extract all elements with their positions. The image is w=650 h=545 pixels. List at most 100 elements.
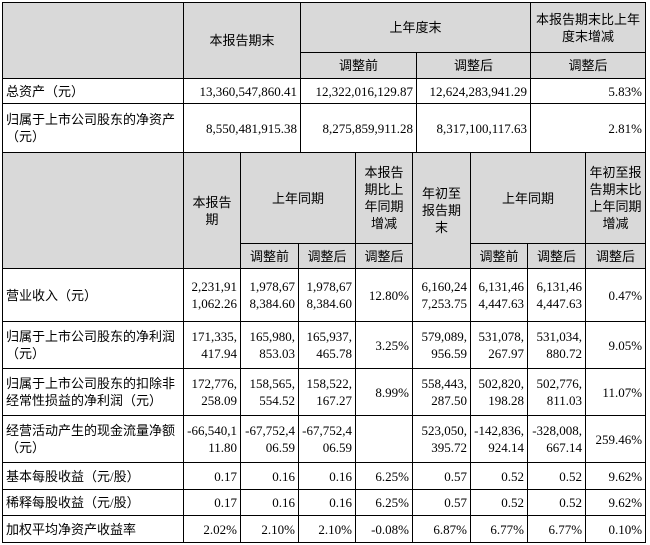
- value-cell: -328,008,667.14: [527, 415, 587, 463]
- value-cell: 0.10%: [585, 515, 647, 543]
- value-cell: -142,836,924.14: [470, 415, 529, 463]
- value-cell: 2.10%: [297, 515, 357, 543]
- header-cell: [2, 2, 184, 79]
- value-cell: 8,317,100,117.63: [415, 103, 532, 153]
- header-row: 调整前 调整后 调整后 调整前 调整后 调整后: [3, 243, 647, 269]
- value-cell: 11.07%: [585, 368, 647, 416]
- row-label: 营业收入（元）: [2, 268, 184, 322]
- value-cell: 0.47%: [585, 268, 647, 322]
- row-label: 归属于上市公司股东的净利润（元）: [2, 321, 184, 369]
- value-cell: 579,089,956.59: [412, 321, 472, 369]
- value-cell: 158,565,554.52: [240, 368, 299, 416]
- value-cell: 6,160,247,253.75: [412, 268, 472, 322]
- header-row: 调整前 调整后 调整后: [3, 52, 647, 79]
- header-cell: 本报告期末: [183, 2, 301, 79]
- value-cell: 6.25%: [355, 462, 414, 490]
- value-cell: 0.52: [470, 462, 529, 490]
- value-cell: 0.17: [183, 462, 241, 490]
- row-label: 归属于上市公司股东的净资产（元）: [2, 103, 184, 153]
- value-cell: -67,752,406.59: [297, 415, 357, 463]
- balance-table: 本报告期末 上年度末 本报告期末比上年度末增减 调整前 调整后 调整后 总资产（元） 13,3…: [2, 2, 647, 153]
- value-cell: 2.02%: [183, 515, 241, 543]
- row-label: 总资产（元）: [2, 78, 184, 104]
- header-cell: 调整前: [300, 52, 417, 79]
- header-cell: 本报告期: [183, 152, 241, 269]
- value-cell: 558,443,287.50: [412, 368, 472, 416]
- value-cell: 0.52: [527, 462, 587, 490]
- income-table: 本报告期 上年同期 本报告期比上年同期增减 年初至报告期末 上年同期 年初至报告期末比上年…: [2, 152, 647, 543]
- value-cell: -67,752,406.59: [240, 415, 299, 463]
- data-row: 经营活动产生的现金流量净额（元） -66,540,111.80 -67,752,40…: [2, 415, 647, 463]
- header-cell: 上年同期: [470, 152, 587, 244]
- header-cell: 本报告期比上年同期增减: [355, 152, 414, 244]
- value-cell: 0.57: [412, 462, 472, 490]
- data-row: 总资产（元） 13,360,547,860.41 12,322,016,129.87…: [2, 78, 647, 104]
- value-cell: 165,937,465.78: [297, 321, 357, 369]
- value-cell: 531,034,880.72: [527, 321, 587, 369]
- value-cell: 2.81%: [530, 103, 647, 153]
- data-row: 归属于上市公司股东的净资产（元） 8,550,481,915.38 8,275,85…: [2, 103, 647, 153]
- value-cell: 6,131,464,447.63: [470, 268, 529, 322]
- value-cell: 502,776,811.03: [527, 368, 587, 416]
- value-cell: 0.52: [470, 489, 529, 516]
- value-cell: 12,322,016,129.87: [300, 78, 417, 104]
- value-cell: 12.80%: [355, 268, 414, 322]
- value-cell: 8,550,481,915.38: [183, 103, 301, 153]
- header-cell: 调整后: [585, 243, 647, 269]
- header-row: 本报告期 上年同期 本报告期比上年同期增减 年初至报告期末 上年同期 年初至报告期末比上年…: [2, 152, 647, 269]
- data-row: 加权平均净资产收益率 2.02% 2.10% 2.10% -0.08% 6.87% 6.77…: [2, 515, 647, 543]
- value-cell: 9.05%: [585, 321, 647, 369]
- value-cell: 12,624,283,941.29: [415, 78, 532, 104]
- header-cell: 本报告期末比上年度末增减: [530, 2, 647, 53]
- value-cell: 2,231,911,062.26: [183, 268, 241, 322]
- header-cell: 调整后: [415, 52, 532, 79]
- value-cell: 6.77%: [527, 515, 587, 543]
- row-label: 归属于上市公司股东的扣除非经常性损益的净利润（元）: [2, 368, 184, 416]
- value-cell: 9.62%: [585, 489, 647, 516]
- data-row: 基本每股收益（元/股） 0.17 0.16 0.16 6.25% 0.57 0.52 0.52…: [2, 462, 647, 490]
- value-cell: 502,820,198.28: [470, 368, 529, 416]
- value-cell: 6.25%: [355, 489, 414, 516]
- value-cell: 1,978,678,384.60: [297, 268, 357, 322]
- value-cell: 5.83%: [530, 78, 647, 104]
- header-cell: 调整前: [240, 243, 299, 269]
- row-label: 稀释每股收益（元/股）: [2, 489, 184, 516]
- row-label: 加权平均净资产收益率: [2, 515, 184, 543]
- value-cell: 3.25%: [355, 321, 414, 369]
- value-cell: 6.87%: [412, 515, 472, 543]
- value-cell: 13,360,547,860.41: [183, 78, 301, 104]
- header-cell: 年初至报告期末比上年同期增减: [585, 152, 647, 244]
- value-cell: 0.16: [297, 462, 357, 490]
- header-cell: 调整后: [355, 243, 414, 269]
- header-cell: 调整后: [530, 52, 647, 79]
- value-cell: 6.77%: [470, 515, 529, 543]
- value-cell: 165,980,853.03: [240, 321, 299, 369]
- data-row: 稀释每股收益（元/股） 0.17 0.16 0.16 6.25% 0.57 0.52 0.52…: [2, 489, 647, 516]
- value-cell: 8.99%: [355, 368, 414, 416]
- value-cell: 0.16: [240, 462, 299, 490]
- value-cell: -0.08%: [355, 515, 414, 543]
- header-cell: 调整前: [470, 243, 529, 269]
- value-cell: 158,522,167.27: [297, 368, 357, 416]
- value-cell: 1,978,678,384.60: [240, 268, 299, 322]
- value-cell: 259.46%: [585, 415, 647, 463]
- header-cell: [2, 152, 184, 269]
- value-cell: -66,540,111.80: [183, 415, 241, 463]
- value-cell: 6,131,464,447.63: [527, 268, 587, 322]
- value-cell: 0.52: [527, 489, 587, 516]
- header-cell: 调整后: [527, 243, 587, 269]
- value-cell: 0.16: [297, 489, 357, 516]
- value-cell: 0.57: [412, 489, 472, 516]
- data-row: 营业收入（元） 2,231,911,062.26 1,978,678,384.60 1…: [2, 268, 647, 322]
- value-cell: 2.10%: [240, 515, 299, 543]
- header-cell: 年初至报告期末: [412, 152, 472, 269]
- value-cell: 531,078,267.97: [470, 321, 529, 369]
- value-cell: 523,050,395.72: [412, 415, 472, 463]
- header-cell: 上年度末: [299, 2, 532, 53]
- value-cell: [355, 415, 414, 463]
- value-cell: 0.16: [240, 489, 299, 516]
- value-cell: 9.62%: [585, 462, 647, 490]
- value-cell: 172,776,258.09: [183, 368, 241, 416]
- header-row: 本报告期末 上年度末 本报告期末比上年度末增减: [2, 2, 647, 79]
